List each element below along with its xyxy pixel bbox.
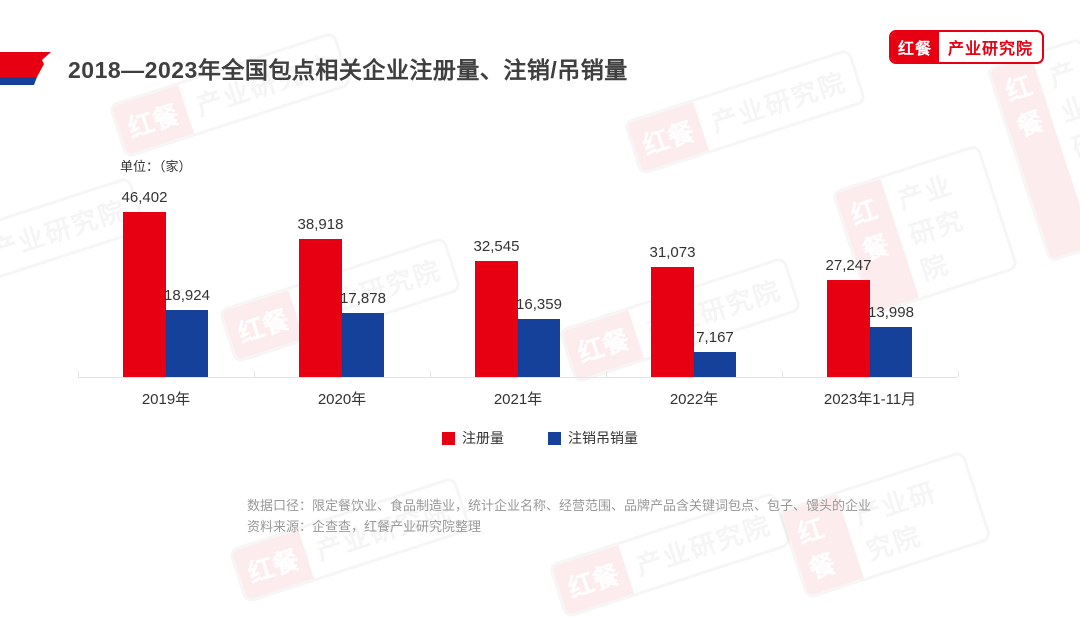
- x-axis-label: 2023年1-11月: [823, 391, 917, 408]
- registration-bar: [475, 261, 518, 377]
- data-scope-line: 数据口径：限定餐饮业、食品制造业，统计企业名称、经营范围、品牌产品含关键词包点、…: [247, 498, 872, 513]
- bar-value-label: 13,998: [868, 304, 914, 321]
- axis-tick: [78, 371, 79, 377]
- page-title: 2018—2023年全国包点相关企业注册量、注销/吊销量: [68, 57, 628, 83]
- legend-item: 注销吊销量: [548, 428, 638, 448]
- source-note: 数据口径：限定餐饮业、食品制造业，统计企业名称、经营范围、品牌产品含关键词包点、…: [247, 495, 871, 537]
- deregistration-bar: [694, 352, 736, 377]
- bar-value-label: 16,359: [516, 296, 562, 313]
- watermark-brand-mark: 红餐: [989, 56, 1080, 260]
- bar-value-label: 31,073: [649, 244, 696, 261]
- axis-tick: [430, 371, 431, 377]
- axis-tick: [606, 371, 607, 377]
- watermark-brand-mark: 红餐: [626, 101, 710, 173]
- legend-item: 注册量: [442, 428, 504, 448]
- bar-value-label: 17,878: [340, 290, 386, 307]
- watermark-brand-mark: 红餐: [231, 529, 315, 601]
- plot-area: 46,402 18,924 38,918 17,878 32,545 16,359 31,0…: [78, 189, 959, 378]
- x-axis-labels: 2019年 2020年 2021年 2022年 2023年1-11月: [78, 388, 958, 410]
- legend-label: 注册量: [462, 430, 504, 446]
- axis-tick: [254, 371, 255, 377]
- x-axis-label: 2020年: [317, 391, 367, 408]
- bar-value-label: 27,247: [825, 257, 872, 274]
- brand-logo-mark: 红餐: [890, 32, 939, 62]
- deregistration-bar: [518, 319, 560, 377]
- watermark-brand-mark: 红餐: [111, 84, 195, 156]
- bar-value-label: 38,918: [297, 216, 344, 233]
- legend-swatch: [442, 431, 455, 445]
- registration-bar: [123, 212, 166, 377]
- unit-label: 单位：（家）: [120, 159, 192, 174]
- registration-bar: [651, 267, 694, 377]
- brand-logo-text: 产业研究院: [947, 41, 1033, 58]
- deregistration-bar: [870, 327, 912, 377]
- axis-tick: [958, 371, 959, 377]
- deregistration-bar: [342, 313, 384, 377]
- title-flag-decoration: [0, 52, 51, 85]
- x-axis-label: 2019年: [141, 391, 191, 408]
- brand-logo: 红餐 产业研究院: [888, 30, 1044, 64]
- watermark-brand-mark: 红餐: [551, 544, 635, 616]
- x-axis-label: 2021年: [493, 391, 543, 408]
- watermark-brand-text: 产业研究院: [707, 66, 850, 139]
- watermark-brand-text: 产业研究院: [1045, 55, 1080, 199]
- watermark-stamp: 红餐产业研究院: [985, 37, 1080, 263]
- data-source-line: 资料来源：企查查，红餐产业研究院整理: [247, 519, 482, 534]
- registration-bar: [827, 280, 870, 377]
- deregistration-bar: [166, 310, 208, 377]
- registration-bar: [299, 239, 342, 377]
- chart-legend: 注册量 注销吊销量: [0, 428, 1080, 448]
- legend-swatch: [548, 431, 561, 445]
- bar-value-label: 46,402: [121, 189, 168, 206]
- bar-value-label: 18,924: [164, 287, 210, 304]
- watermark-stamp: 红餐产业研究院: [623, 48, 867, 176]
- bar-value-label: 7,167: [696, 329, 734, 346]
- x-axis-label: 2022年: [669, 391, 719, 408]
- legend-label: 注销吊销量: [568, 430, 638, 446]
- bar-value-label: 32,545: [473, 238, 520, 255]
- axis-tick: [782, 371, 783, 377]
